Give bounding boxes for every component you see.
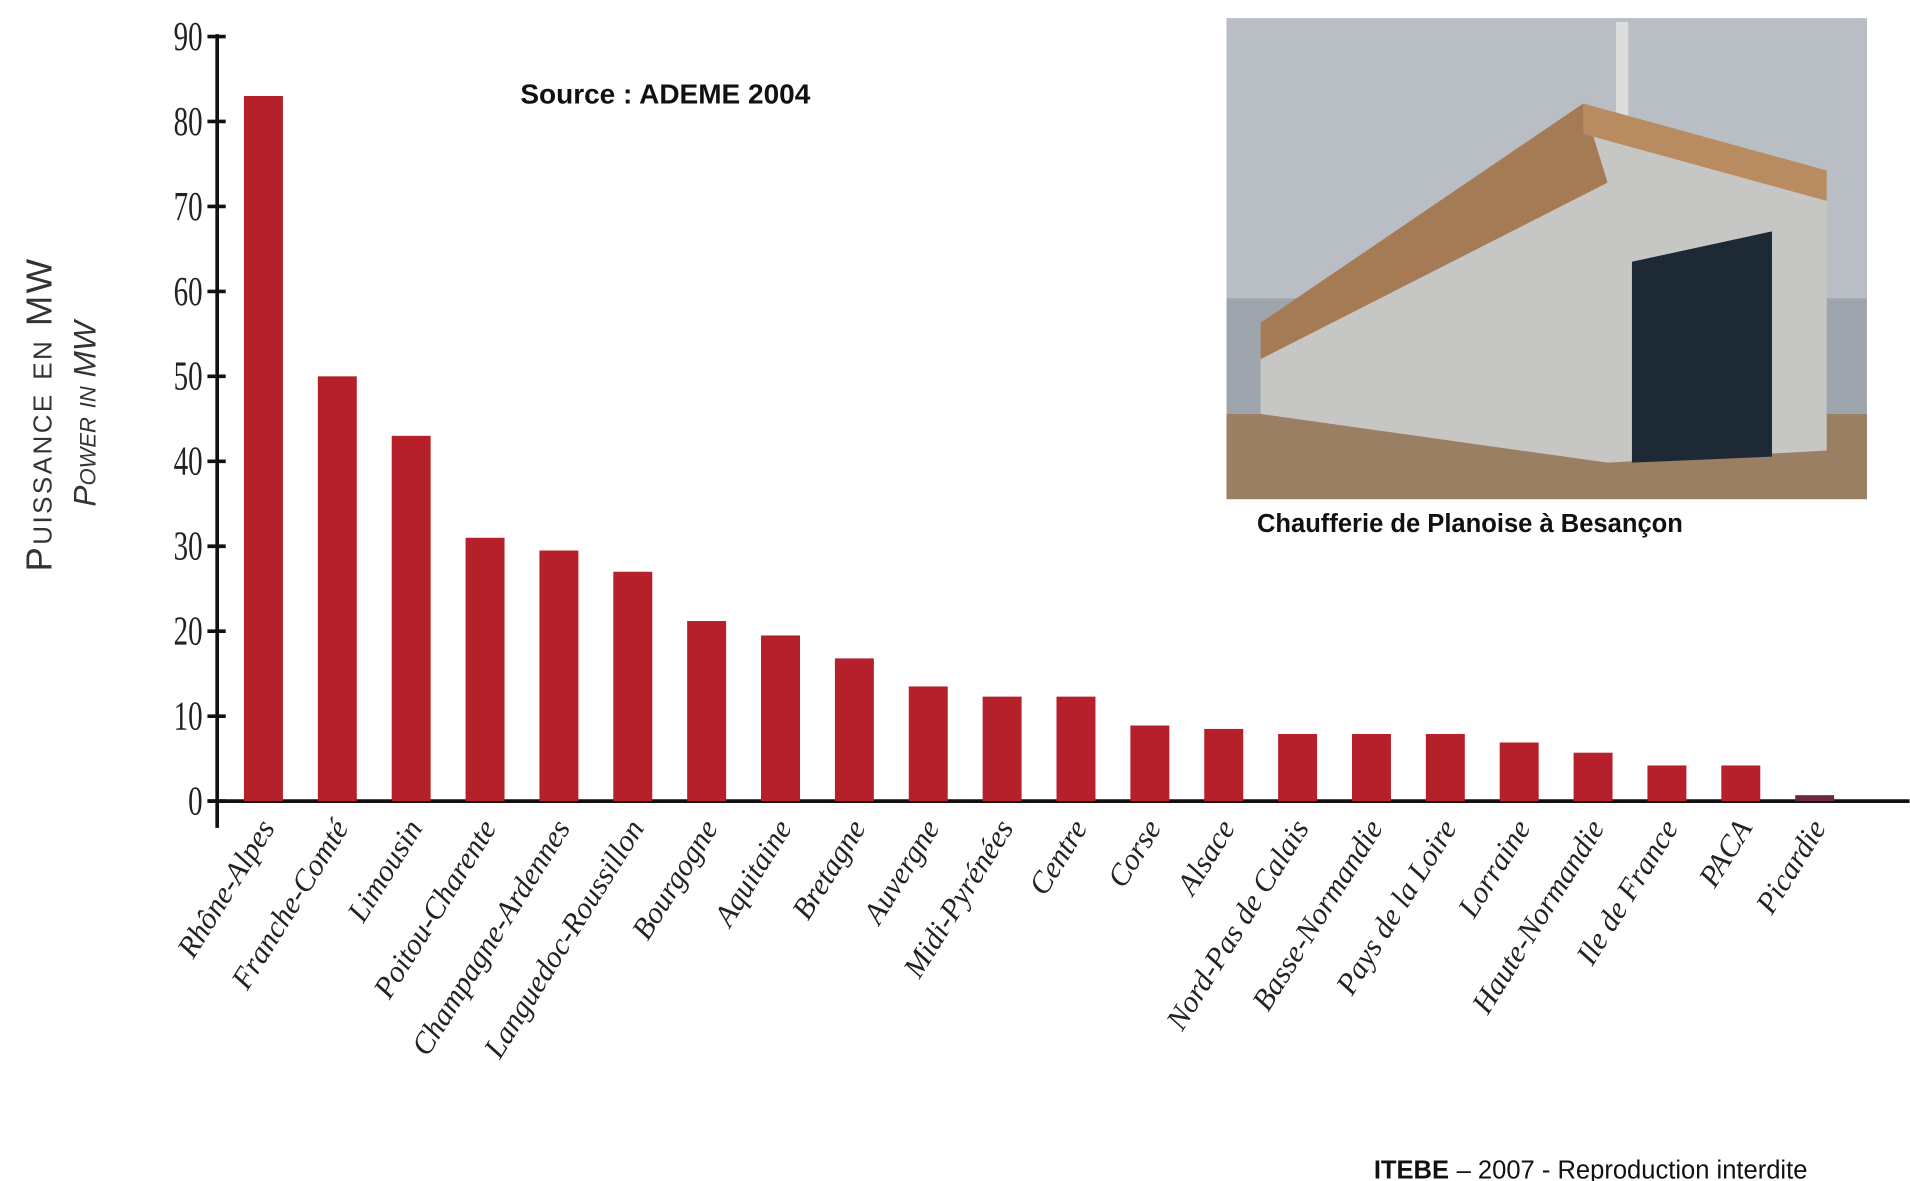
source: Source : ADEME 2004 (520, 78, 810, 109)
y-tick-label: 50 (174, 353, 203, 399)
bar (1795, 795, 1835, 802)
y-tick-label: 80 (174, 98, 203, 144)
bar (1351, 734, 1391, 802)
y-tick-label: 70 (174, 183, 203, 229)
x-tick-label: Alsace (1169, 814, 1242, 902)
bar (834, 658, 874, 802)
bar (539, 550, 579, 802)
x-tick-label: Centre (1022, 814, 1094, 901)
bar (1130, 725, 1170, 802)
bar (1056, 696, 1096, 802)
bar (391, 435, 431, 802)
y-tick-label: 60 (174, 268, 203, 314)
y-tick-label: 40 (174, 438, 203, 484)
bar (1647, 765, 1687, 802)
y-label-en: Power in MW (66, 318, 102, 506)
bar (908, 686, 948, 802)
bar (1721, 765, 1761, 802)
bar (1278, 734, 1318, 802)
bar (761, 635, 800, 802)
bar (1425, 734, 1465, 802)
bar (982, 696, 1022, 802)
x-tick-label: Picardie (1748, 814, 1832, 921)
x-tick-label: Haute-Normandie (1464, 814, 1611, 1021)
bar (1499, 742, 1539, 802)
footer-org: ITEBE (1374, 1157, 1449, 1181)
bar (1204, 728, 1244, 802)
y-tick-label: 90 (174, 13, 203, 59)
y-tick-label: 20 (174, 608, 203, 654)
x-tick-label: PACA (1691, 813, 1759, 893)
bar (243, 95, 283, 802)
y-tick-label: 0 (188, 777, 202, 823)
bar (317, 376, 357, 802)
y-label: Puissance en MW (19, 256, 60, 571)
x-tick-label: Corse (1101, 814, 1168, 894)
y-tick-label: 30 (174, 523, 203, 569)
bar (613, 571, 653, 802)
bar (465, 537, 505, 802)
y-tick-label: 10 (174, 692, 203, 738)
bar (687, 621, 727, 802)
footer-text: – 2007 - Reproduction interdite (1457, 1157, 1808, 1181)
photo (1226, 18, 1867, 500)
photo-caption: Chaufferie de Planoise à Besançon (1257, 510, 1683, 538)
bar (1573, 752, 1613, 802)
